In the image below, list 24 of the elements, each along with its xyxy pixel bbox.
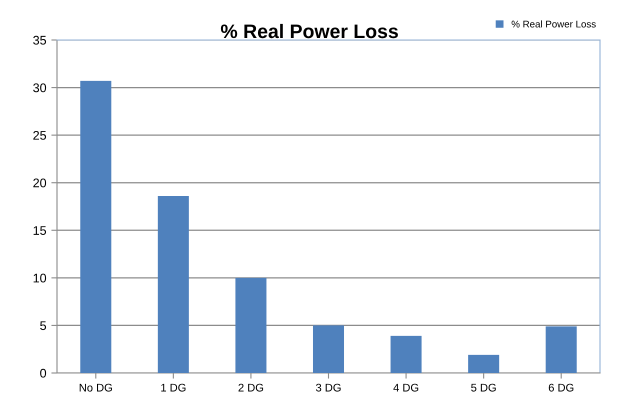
x-tick-label: No DG — [80, 384, 112, 392]
y-tick-label: 10 — [34, 274, 46, 283]
chart-title: % Real Power Loss — [220, 24, 398, 38]
bar — [468, 354, 500, 373]
y-tick-label: 25 — [33, 130, 46, 140]
y-tick-label: 35 — [33, 36, 46, 45]
bar — [235, 278, 266, 373]
x-tick-label: 4 DG — [393, 384, 418, 392]
bar — [312, 325, 344, 373]
x-tick-label: 5 DG — [471, 384, 496, 392]
bar — [158, 196, 189, 373]
x-tick-label: 2 DG — [238, 384, 264, 392]
y-tick-label: 20 — [33, 178, 46, 188]
x-tick-label: 1 DG — [161, 384, 186, 392]
bar — [390, 336, 422, 373]
x-tick-label: 6 DG — [548, 384, 574, 392]
bar — [546, 326, 577, 373]
x-tick-label: 3 DG — [316, 384, 341, 392]
y-tick-label: 0 — [40, 368, 46, 378]
y-tick-label: 5 — [40, 321, 46, 330]
bar — [80, 80, 112, 373]
legend-label: % Real Power Loss — [512, 20, 596, 28]
y-tick-label: 15 — [34, 226, 46, 235]
y-tick-label: 30 — [33, 83, 46, 92]
